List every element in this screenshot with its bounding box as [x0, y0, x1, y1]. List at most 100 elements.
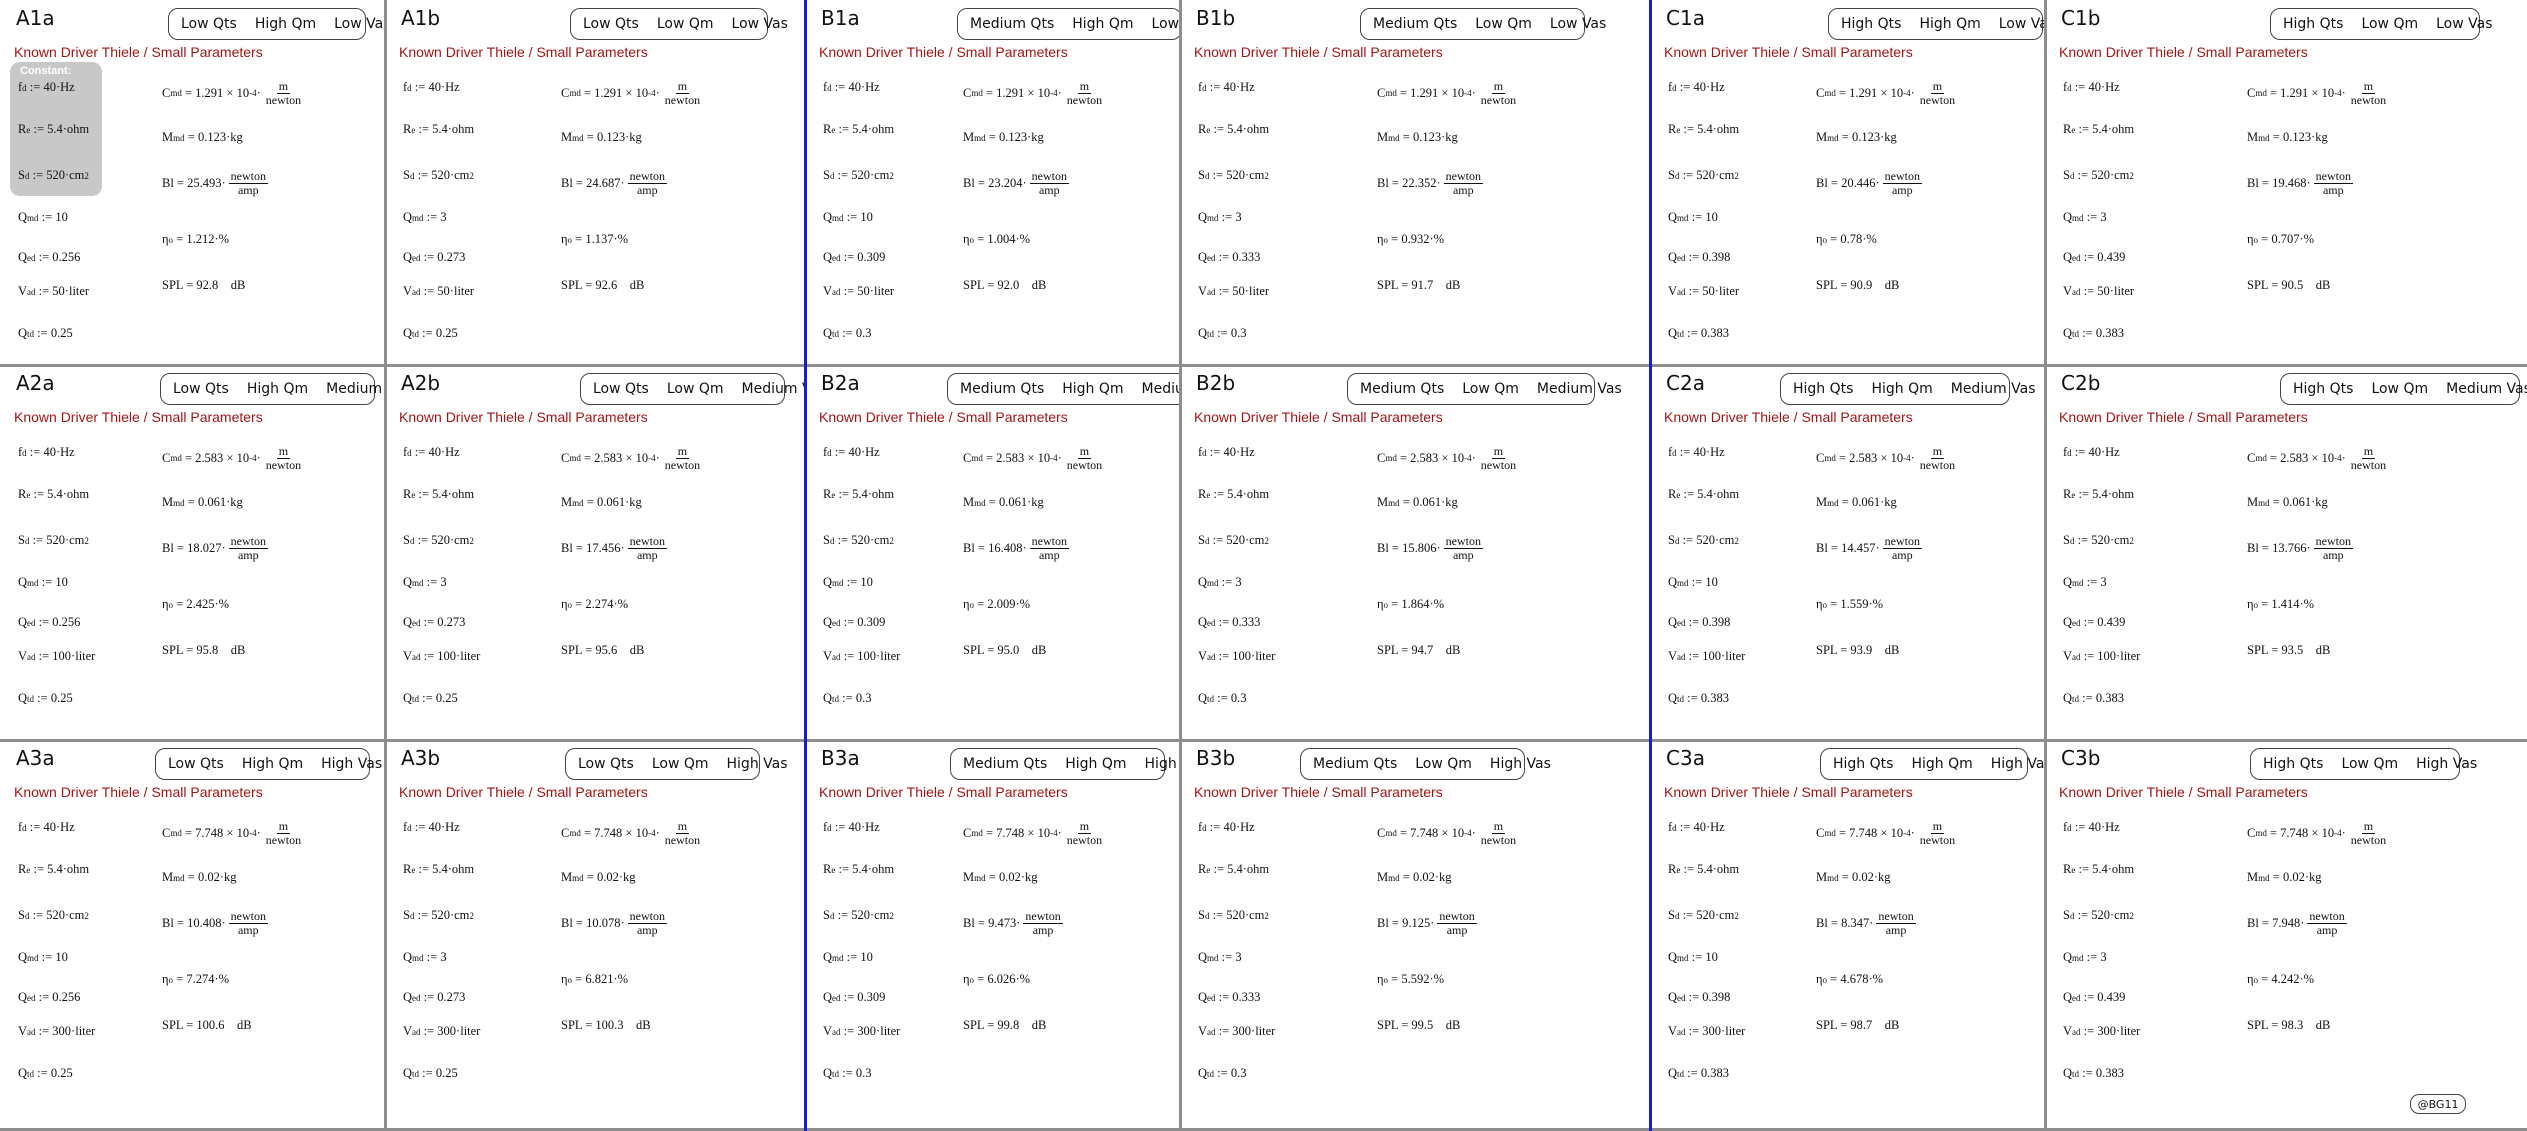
classification-tags: Medium Qts High Qm Low Vas	[957, 8, 1180, 40]
constant-label: Constant:	[20, 65, 72, 77]
section-heading: Known Driver Thiele / Small Parameters	[1664, 409, 1913, 425]
tag-label: Medium Vas	[2446, 381, 2527, 397]
eq-bl: Bl = 23.204· newton amp	[963, 169, 1069, 197]
panel-id: B3a	[821, 746, 860, 770]
tag-label: High Vas	[2416, 756, 2478, 772]
section-heading: Known Driver Thiele / Small Parameters	[819, 784, 1068, 800]
eq-spl: SPL = 99.8 dB	[963, 1018, 1047, 1032]
eq-spl: SPL = 91.7 dB	[1377, 278, 1461, 292]
tag-label: Low Qts	[583, 16, 639, 32]
classification-tags: High Qts Low Qm Medium Vas	[2280, 373, 2527, 405]
section-heading: Known Driver Thiele / Small Parameters	[1664, 784, 1913, 800]
classification-tags: Low Qts High Qm High Vas	[155, 748, 382, 780]
tag-label: High Qm	[241, 756, 304, 772]
tag-label: Medium Qts	[963, 756, 1048, 772]
classification-tags: Medium Qts High Qm High Vas	[950, 748, 1180, 780]
tag-label: High Vas	[321, 756, 383, 772]
classification-tags: Low Qts Low Qm High Vas	[565, 748, 788, 780]
constant-highlight	[10, 62, 102, 196]
tag-label: Low Qm	[2361, 16, 2419, 32]
tag-label: Medium Vas	[1950, 381, 2036, 397]
tag-label: Medium Vas	[1141, 381, 1180, 397]
classification-tags: Medium Qts Low Qm High Vas	[1300, 748, 1551, 780]
section-heading: Known Driver Thiele / Small Parameters	[2059, 44, 2308, 60]
classification-tags: High Qts High Qm Medium Vas	[1780, 373, 2036, 405]
tag-label: Low Qts	[173, 381, 229, 397]
panel-id: C1b	[2061, 6, 2101, 30]
panel-c2b: C2b High Qts Low Qm Medium Vas Known Driver …	[2045, 365, 2527, 740]
tag-label: High Vas	[1144, 756, 1180, 772]
panel-id: C2a	[1666, 371, 1705, 395]
tag-label: High Qm	[1911, 756, 1973, 772]
panel-c3b: C3b High Qts Low Qm High Vas Known Driver Th…	[2045, 740, 2527, 1131]
panel-id: A1b	[401, 6, 441, 30]
tag-label: Medium Qts	[970, 16, 1055, 32]
eq-spl: SPL = 92.0 dB	[963, 278, 1047, 292]
tag-label: High Qm	[1871, 381, 1933, 397]
tag-label: Low Qm	[2341, 756, 2399, 772]
classification-tags: Low Qts Low Qm Medium Vas	[580, 373, 805, 405]
eq-spl: SPL = 93.9 dB	[1816, 643, 1900, 657]
